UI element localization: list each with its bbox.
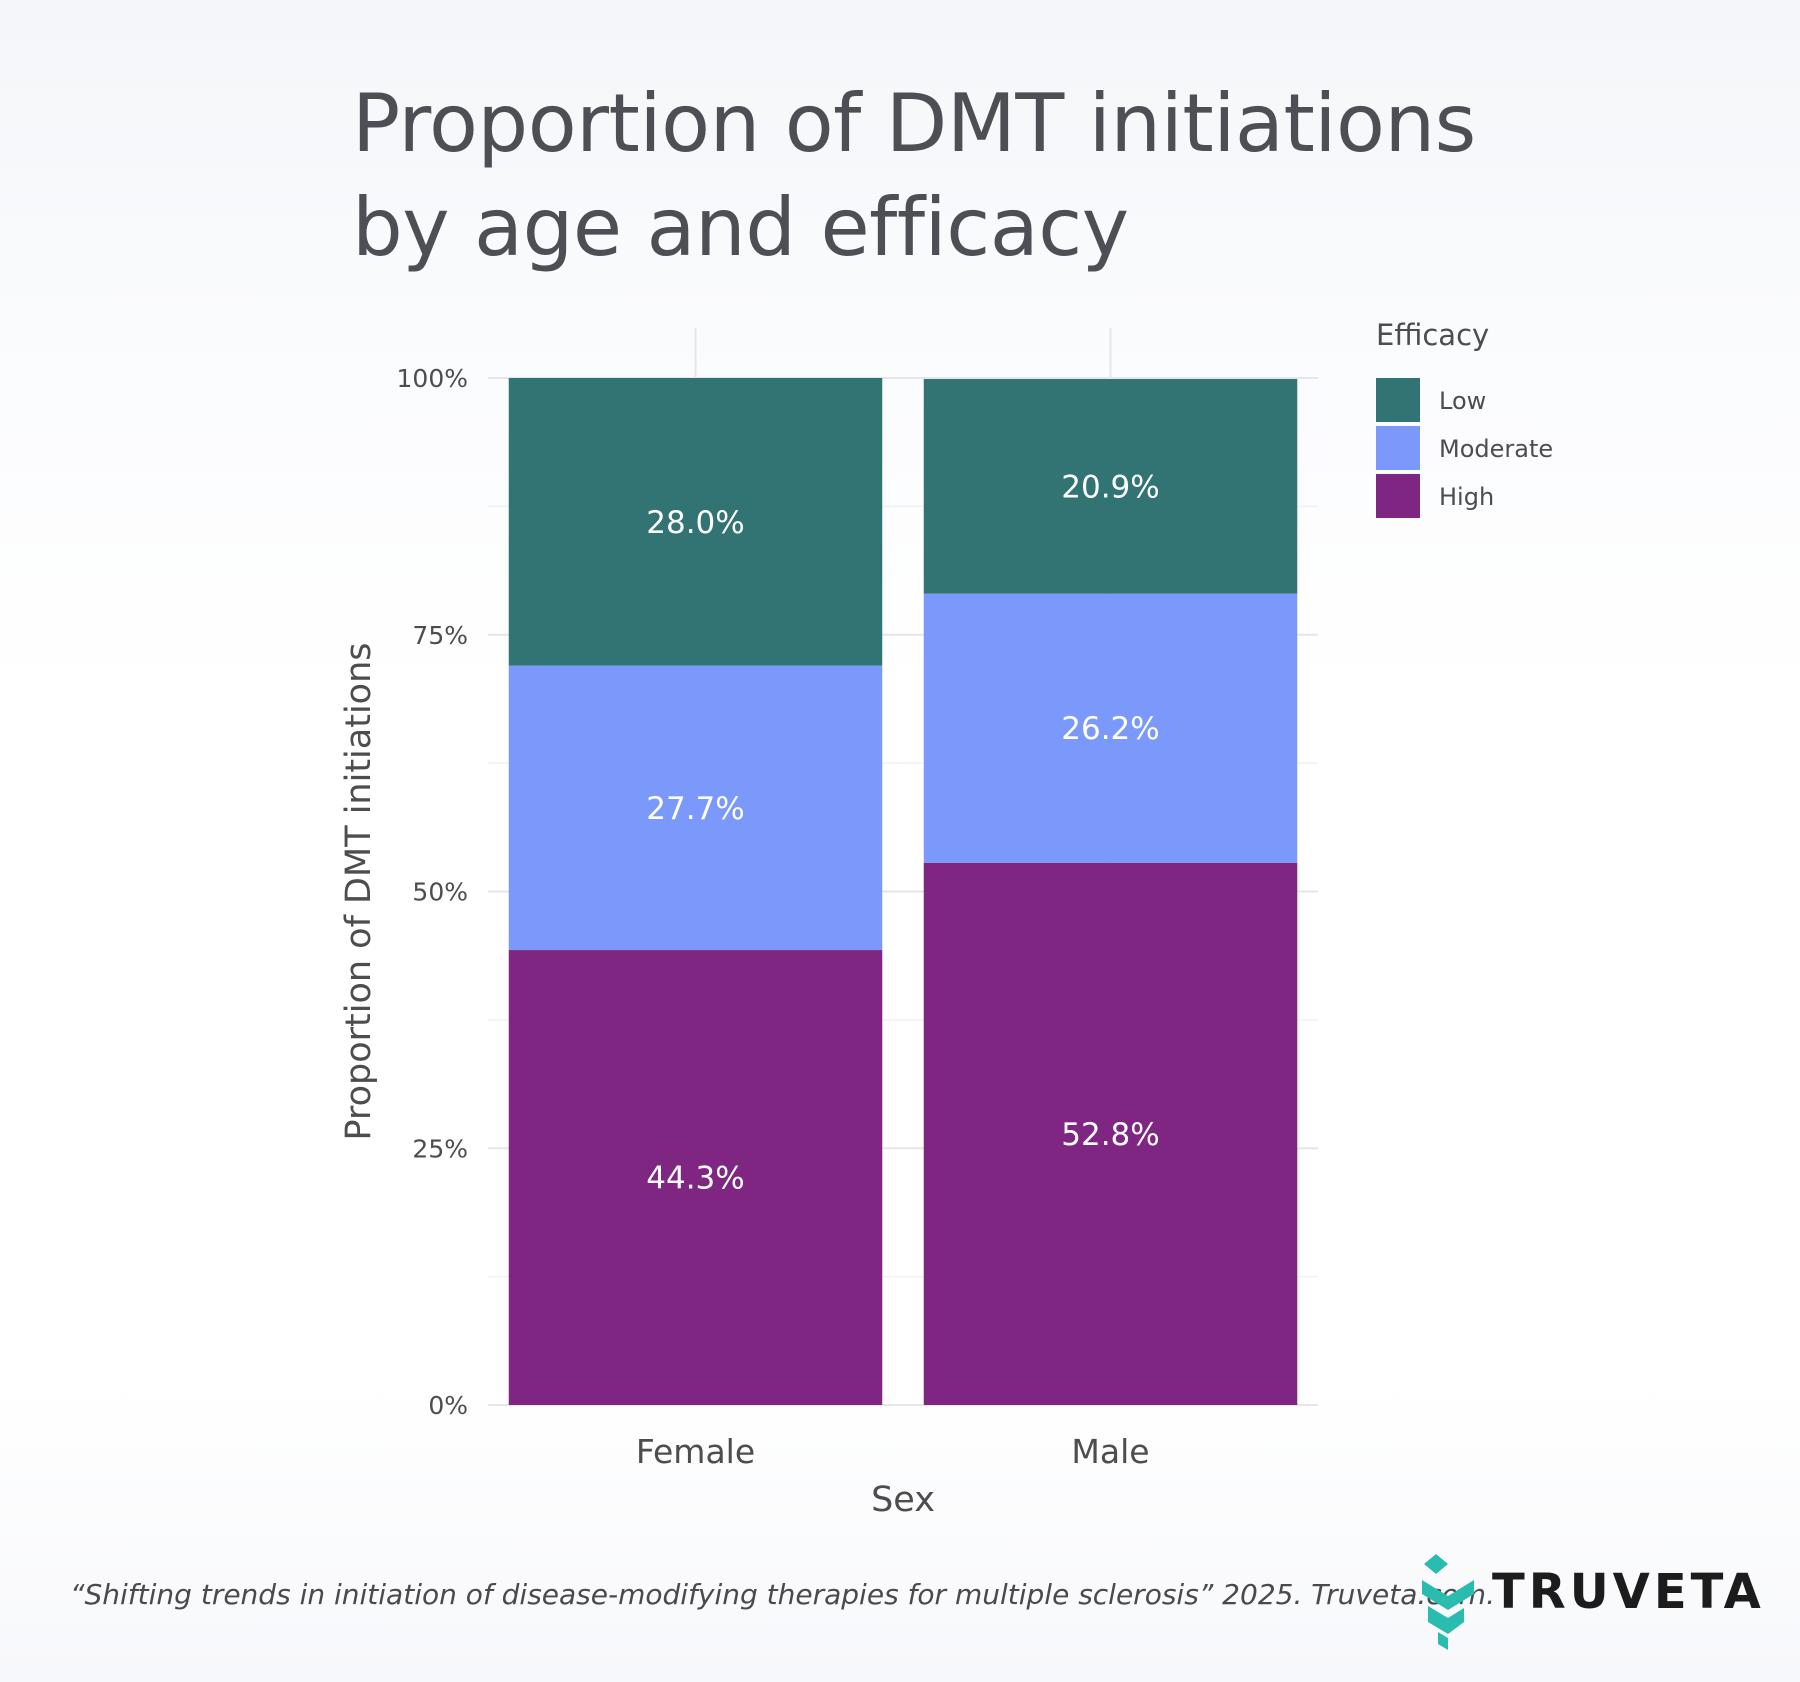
chart: 44.3% 27.7% 28.0% 52.8% 26.2% 20.9% 0% 25% 50% 7… [339, 318, 1553, 1520]
x-axis-title: Sex [871, 1480, 935, 1520]
data-label: 20.9% [1061, 469, 1159, 505]
axes: 0% 25% 50% 75% 100% Female Male Sex Proportion o… [339, 364, 1150, 1520]
y-tick-label: 50% [412, 878, 468, 907]
y-tick-label: 75% [412, 621, 468, 650]
y-tick-label: 100% [397, 364, 468, 393]
data-label: 26.2% [1061, 711, 1159, 747]
x-tick-label: Male [1071, 1432, 1149, 1471]
data-label: 52.8% [1061, 1117, 1159, 1153]
bars [508, 378, 1298, 1405]
bar-female-moderate [508, 665, 883, 951]
bar-male-low [923, 379, 1298, 594]
bar-labels: 44.3% 27.7% 28.0% 52.8% 26.2% 20.9% [646, 469, 1159, 1196]
y-tick-label: 0% [428, 1391, 468, 1420]
legend-swatch-moderate [1376, 426, 1420, 470]
legend-label-moderate: Moderate [1439, 435, 1553, 463]
legend-swatch-high [1376, 474, 1420, 518]
bar-female-low [508, 378, 883, 666]
legend-title: Efficacy [1376, 318, 1489, 352]
y-tick-label: 25% [412, 1134, 468, 1163]
brand-logo: TRUVETA [1418, 1550, 1761, 1650]
legend: Efficacy Low Moderate High [1376, 318, 1553, 518]
bar-male-high [923, 862, 1298, 1405]
legend-label-high: High [1439, 483, 1494, 511]
legend-swatch-low [1376, 378, 1420, 422]
brand-name: TRUVETA [1492, 1564, 1765, 1620]
chart-title: Proportion of DMT initiations by age and… [352, 77, 1476, 274]
legend-label-low: Low [1439, 387, 1486, 415]
data-label: 27.7% [646, 791, 744, 827]
bar-male-moderate [923, 593, 1298, 863]
footer-caption: “Shifting trends in initiation of diseas… [70, 1578, 1495, 1611]
logo-chevron-bottom [1428, 1606, 1464, 1634]
x-tick-label: Female [636, 1432, 755, 1471]
truveta-logo-icon [1422, 1554, 1474, 1650]
logo-chevron-top [1424, 1554, 1448, 1574]
data-label: 44.3% [646, 1161, 744, 1197]
data-label: 28.0% [646, 505, 744, 541]
bar-female-high [508, 950, 883, 1405]
logo-chevron-tail [1438, 1632, 1448, 1650]
logo-chevron-middle [1422, 1580, 1474, 1610]
y-axis-title: Proportion of DMT initiations [339, 642, 379, 1140]
